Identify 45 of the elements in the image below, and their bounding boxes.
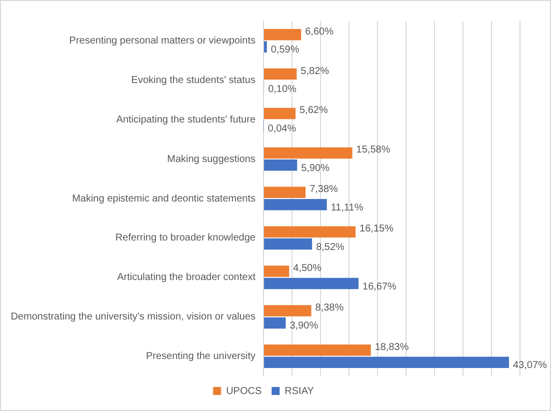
y-tick-label: Referring to broader knowledge	[115, 232, 256, 244]
bar	[264, 108, 296, 120]
data-label: 8,38%	[315, 302, 344, 314]
data-label: 8,52%	[316, 242, 345, 253]
bar	[264, 28, 302, 40]
bar	[264, 41, 267, 52]
bar	[264, 68, 297, 80]
y-tick-label: Evoking the students' status	[131, 74, 256, 86]
data-label: 0,59%	[270, 44, 300, 56]
data-label: 43,07%	[513, 360, 548, 372]
bar	[264, 317, 286, 329]
data-label: 4,50%	[293, 263, 322, 274]
data-label: 0,10%	[268, 84, 297, 96]
y-tick-label: Articulating the broader context	[117, 272, 256, 284]
bar	[264, 266, 290, 277]
bar	[264, 278, 359, 290]
bar	[264, 305, 312, 316]
data-label: 18,83%	[374, 342, 409, 353]
bar	[264, 147, 352, 159]
bar	[264, 186, 306, 198]
data-label: 5,90%	[301, 162, 330, 174]
legend-label: RSIAY	[284, 386, 314, 397]
y-tick-label: Making epistemic and deontic statements	[72, 193, 256, 204]
data-label: 3,90%	[290, 320, 318, 332]
bar	[264, 226, 356, 238]
y-tick-label: Making suggestions	[167, 154, 256, 165]
bar	[264, 160, 298, 171]
data-label: 16,67%	[362, 281, 397, 292]
legend-label: UPOCS	[226, 386, 262, 397]
data-label: 5,82%	[300, 66, 330, 77]
y-tick-label: Demonstrating the university's mission, vision or values	[10, 312, 256, 323]
data-label: 7,38%	[310, 184, 338, 196]
y-tick-label: Presenting the university	[146, 351, 256, 362]
bar	[264, 356, 509, 368]
bar	[264, 238, 312, 250]
bar	[264, 198, 327, 210]
data-label: 15,58%	[356, 144, 390, 156]
y-tick-label: Anticipating the students' future	[116, 114, 256, 126]
data-label: 11,11%	[330, 202, 364, 214]
y-tick-label: Presenting personal matters or viewpoints	[69, 35, 256, 46]
data-label: 6,60%	[305, 26, 334, 38]
data-label: 0,04%	[268, 123, 296, 134]
data-label: 5,62%	[300, 105, 328, 116]
data-label: 16,15%	[360, 224, 394, 235]
bar	[264, 344, 371, 356]
